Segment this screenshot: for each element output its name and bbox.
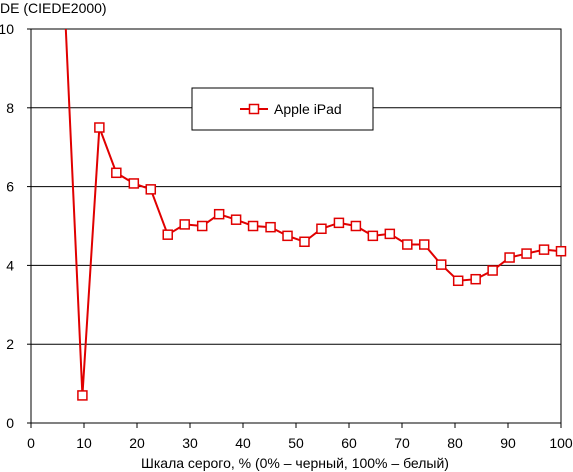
- data-point-0-16: [333, 217, 345, 229]
- data-point-0-18: [367, 230, 379, 242]
- x-tick-label-6: 60: [341, 435, 357, 451]
- y-tick-label-1: 2: [6, 336, 14, 352]
- data-point-0-6: [162, 229, 173, 240]
- x-tick-label-4: 40: [235, 435, 251, 451]
- data-point-0-2: [94, 122, 105, 133]
- data-point-0-24: [470, 273, 481, 285]
- x-axis-title: Шкала серого, % (0% – черный, 100% – бел…: [141, 455, 449, 471]
- y-tick-label-5: 10: [0, 21, 14, 37]
- x-tick-label-2: 20: [129, 435, 145, 451]
- x-tick-label-1: 10: [76, 435, 92, 451]
- data-point-0-3: [111, 167, 122, 179]
- x-tick-label-7: 70: [394, 435, 410, 451]
- data-point-0-28: [538, 244, 550, 255]
- data-point-0-9: [213, 208, 225, 220]
- data-point-0-10: [230, 214, 242, 225]
- x-tick-label-3: 30: [182, 435, 198, 451]
- data-point-0-26: [504, 252, 515, 263]
- y-tick-label-3: 6: [6, 179, 14, 195]
- data-point-0-4: [128, 178, 140, 189]
- data-point-0-14: [299, 236, 310, 248]
- data-point-0-13: [282, 230, 293, 242]
- data-point-0-29: [555, 245, 567, 257]
- data-point-0-21: [419, 239, 430, 250]
- legend-label-series-0: Apple iPad: [274, 101, 342, 117]
- data-point-0-12: [265, 221, 276, 233]
- data-point-0-7: [179, 219, 190, 230]
- data-point-0-11: [247, 220, 259, 232]
- data-point-0-23: [452, 275, 464, 287]
- legend-marker-swatch: [248, 103, 260, 115]
- series-line-0: [64, 29, 561, 396]
- grid-lines: [31, 107, 561, 345]
- y-tick-label-2: 4: [6, 257, 14, 273]
- series-layer: [64, 29, 567, 401]
- data-point-0-8: [196, 220, 208, 232]
- data-point-0-19: [384, 228, 396, 240]
- x-axis-ticks: 0 10 20 30 40 50 60 70 80 90 100: [27, 423, 573, 451]
- data-point-0-15: [316, 223, 327, 235]
- legend: Apple iPad: [191, 87, 374, 131]
- x-tick-label-9: 90: [500, 435, 516, 451]
- data-point-0-22: [435, 259, 447, 270]
- y-axis-title: DE (CIEDE2000): [0, 0, 107, 16]
- legend-box: [191, 87, 374, 131]
- y-tick-label-0: 0: [6, 415, 14, 431]
- x-tick-label-0: 0: [27, 435, 35, 451]
- data-point-0-1: [77, 390, 88, 401]
- x-tick-label-10: 100: [549, 435, 573, 451]
- data-point-0-25: [487, 265, 498, 276]
- data-point-0-20: [402, 239, 413, 250]
- x-tick-label-5: 50: [288, 435, 304, 451]
- data-point-0-27: [521, 248, 532, 259]
- x-tick-label-8: 80: [447, 435, 463, 451]
- data-point-0-5: [145, 184, 157, 195]
- y-tick-label-4: 8: [6, 100, 14, 116]
- data-point-0-17: [350, 220, 362, 232]
- y-axis-ticks: 0 2 4 6 8 10: [0, 21, 31, 431]
